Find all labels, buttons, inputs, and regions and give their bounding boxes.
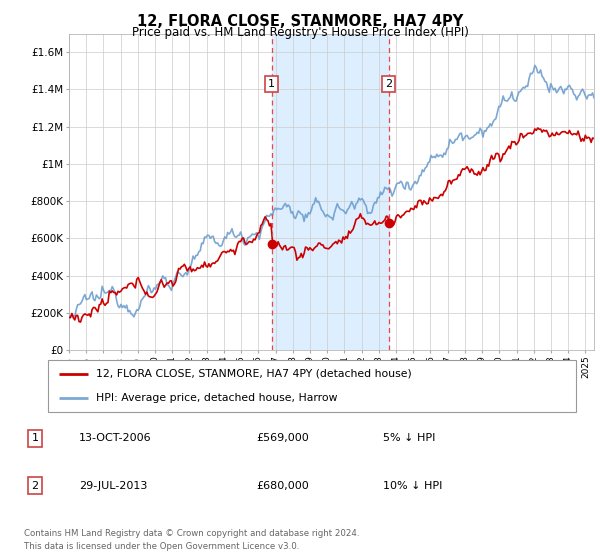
Text: 2: 2 — [31, 481, 38, 491]
Text: 12, FLORA CLOSE, STANMORE, HA7 4PY (detached house): 12, FLORA CLOSE, STANMORE, HA7 4PY (deta… — [95, 369, 411, 379]
Text: 1: 1 — [32, 433, 38, 443]
Text: Price paid vs. HM Land Registry's House Price Index (HPI): Price paid vs. HM Land Registry's House … — [131, 26, 469, 39]
Text: 13-OCT-2006: 13-OCT-2006 — [79, 433, 152, 443]
Text: This data is licensed under the Open Government Licence v3.0.: This data is licensed under the Open Gov… — [24, 542, 299, 551]
Text: 1: 1 — [268, 79, 275, 89]
Text: 2: 2 — [385, 79, 392, 89]
Text: 10% ↓ HPI: 10% ↓ HPI — [383, 481, 442, 491]
Text: £680,000: £680,000 — [256, 481, 308, 491]
Text: 12, FLORA CLOSE, STANMORE, HA7 4PY: 12, FLORA CLOSE, STANMORE, HA7 4PY — [137, 14, 463, 29]
Text: HPI: Average price, detached house, Harrow: HPI: Average price, detached house, Harr… — [95, 393, 337, 403]
Text: Contains HM Land Registry data © Crown copyright and database right 2024.: Contains HM Land Registry data © Crown c… — [24, 529, 359, 538]
Text: £569,000: £569,000 — [256, 433, 308, 443]
Text: 5% ↓ HPI: 5% ↓ HPI — [383, 433, 435, 443]
Bar — [272, 34, 389, 350]
Text: 29-JUL-2013: 29-JUL-2013 — [79, 481, 148, 491]
